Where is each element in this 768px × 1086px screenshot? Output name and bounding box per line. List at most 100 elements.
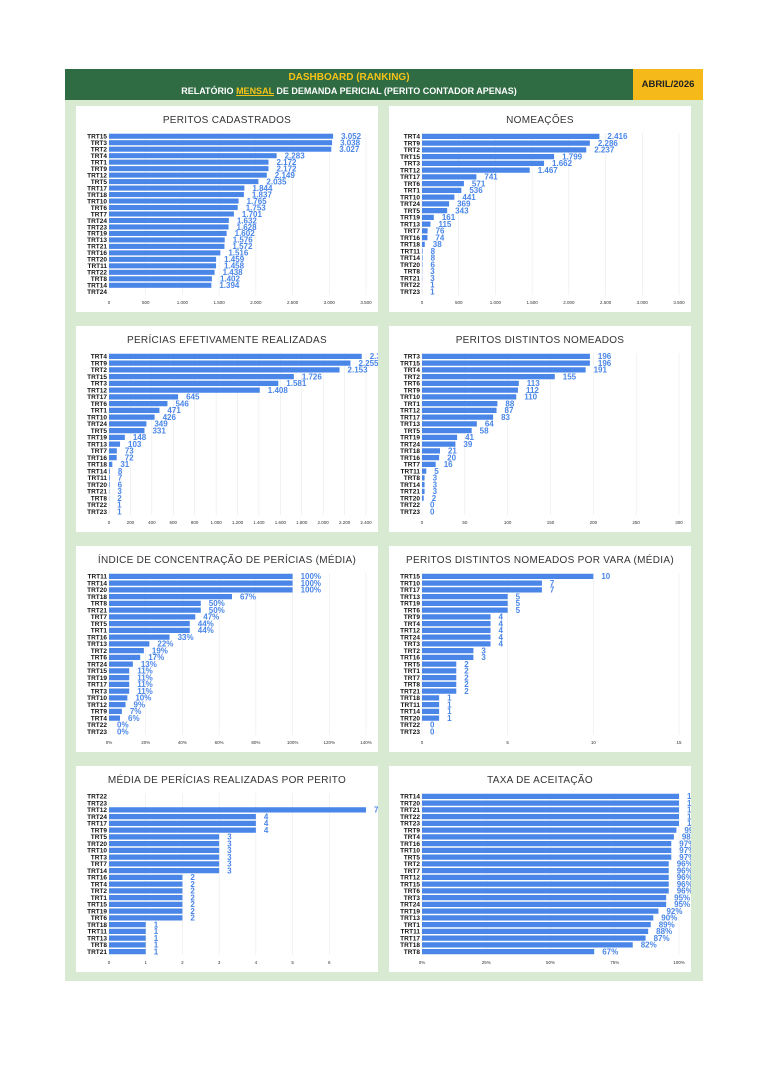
category-label: TRT1 [404, 401, 421, 408]
data-label: 1 [447, 707, 452, 716]
bar [422, 434, 458, 441]
data-label: 88% [656, 927, 672, 936]
category-label: TRT14 [400, 709, 420, 716]
dashboard-header: DASHBOARD (RANKING) RELATÓRIO MENSAL DE … [65, 69, 633, 100]
x-tick-label: 10 [591, 740, 597, 745]
category-label: TRT3 [404, 354, 421, 361]
category-label: TRT3 [91, 381, 108, 388]
x-tick-label: 100 [504, 520, 512, 525]
bar [109, 573, 293, 580]
data-label: 0 [430, 501, 435, 510]
data-label: 41 [465, 433, 474, 442]
bar [422, 407, 497, 414]
bar [109, 211, 234, 217]
category-label: TRT24 [87, 421, 107, 428]
category-label: TRT23 [87, 729, 107, 736]
category-label: TRT18 [400, 695, 420, 702]
category-label: TRT14 [87, 468, 107, 475]
bar [109, 367, 340, 373]
chart-svg: MÉDIA DE PERÍCIAS REALIZADAS POR PERITO 0… [87, 773, 378, 965]
chart-title: PERITOS CADASTRADOS [163, 115, 291, 126]
data-label: 87% [654, 934, 670, 943]
data-label: 1 [154, 927, 159, 936]
data-label: 64 [485, 420, 494, 429]
bar [109, 192, 244, 198]
data-label: 1.408 [268, 386, 289, 395]
chart-taxa-aceitacao: TAXA DE ACEITAÇÃO 0% 25% 50% 75% 100% TRT14 100… [389, 766, 691, 972]
bar [109, 874, 183, 881]
category-label: TRT9 [404, 827, 421, 834]
bar [422, 194, 455, 200]
data-label: 1.581 [286, 379, 307, 388]
x-tick-label: 3.500 [673, 300, 685, 305]
category-label: TRT17 [400, 414, 420, 421]
data-label: 82% [641, 941, 657, 950]
category-label: TRT15 [400, 154, 420, 161]
category-label: TRT11 [87, 929, 107, 936]
x-tick-label: 2.200 [339, 520, 351, 525]
category-label: TRT20 [87, 257, 107, 264]
bar [109, 269, 215, 275]
bar [109, 620, 190, 627]
data-label: 3.038 [340, 139, 361, 148]
data-label: 8 [118, 467, 123, 476]
category-label: TRT21 [87, 489, 107, 496]
data-label: 2 [117, 494, 122, 503]
data-label: 97% [679, 839, 691, 848]
bar [422, 874, 669, 881]
bar [422, 854, 672, 860]
bar [109, 901, 183, 908]
x-tick-label: 600 [169, 520, 177, 525]
bar [109, 593, 232, 600]
category-label: TRT20 [87, 587, 107, 594]
data-label: 20 [447, 453, 456, 462]
data-label: 3 [227, 839, 232, 848]
data-label: 7% [130, 707, 142, 716]
bar [422, 674, 457, 681]
category-label: TRT24 [87, 218, 107, 225]
category-label: TRT12 [87, 172, 107, 179]
data-label: 72 [125, 453, 134, 462]
x-tick-label: 40% [178, 740, 187, 745]
bar [109, 448, 117, 454]
category-label: TRT4 [404, 834, 421, 841]
category-label: TRT15 [400, 360, 420, 367]
category-label: TRT15 [87, 902, 107, 909]
data-label: 1.516 [228, 249, 249, 258]
x-tick-label: 3.500 [360, 300, 372, 305]
data-label: 441 [462, 193, 476, 202]
bar [109, 580, 293, 586]
data-label: 2.416 [607, 132, 628, 141]
data-label: 3 [481, 646, 486, 655]
data-label: 4 [499, 633, 504, 642]
bar [109, 153, 277, 159]
category-label: TRT8 [404, 269, 421, 276]
data-label: 3 [433, 487, 438, 496]
data-label: 1.632 [237, 216, 258, 225]
data-label: 1.402 [220, 275, 241, 284]
category-label: TRT23 [400, 821, 420, 828]
data-label: 2.237 [594, 146, 615, 155]
bar [109, 380, 279, 387]
chart-svg: PERÍCIAS EFETIVAMENTE REALIZADAS 0 200 400 6… [87, 333, 378, 525]
category-label: TRT13 [87, 935, 107, 942]
category-label: TRT23 [87, 224, 107, 231]
x-tick-label: 150 [547, 520, 555, 525]
category-label: TRT8 [91, 495, 108, 502]
data-label: 2 [190, 873, 195, 882]
chart-title: ÍNDICE DE CONCENTRAÇÃO DE PERÍCIAS (MÉDI… [98, 553, 356, 566]
category-label: TRT2 [404, 147, 421, 154]
data-label: 11% [137, 673, 153, 682]
bar [422, 888, 669, 894]
data-label: 3 [430, 267, 435, 276]
category-label: TRT8 [404, 682, 421, 689]
category-label: TRT18 [87, 192, 107, 199]
x-tick-label: 1.500 [527, 300, 539, 305]
bar [422, 140, 590, 146]
data-label: 6 [430, 260, 435, 269]
category-label: TRT22 [400, 282, 420, 289]
category-label: TRT24 [87, 289, 107, 296]
data-label: 16 [444, 460, 453, 469]
category-label: TRT12 [400, 408, 420, 415]
